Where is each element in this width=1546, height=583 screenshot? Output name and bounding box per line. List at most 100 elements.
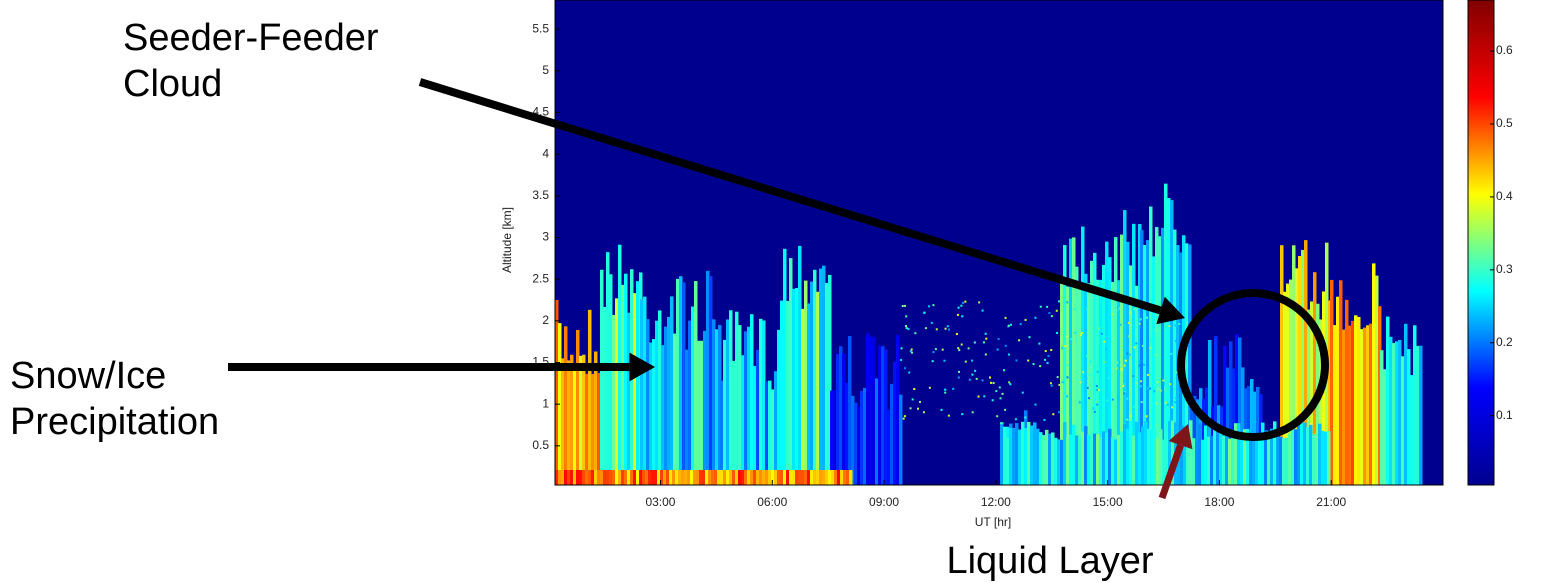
raster-cell bbox=[846, 470, 850, 485]
raster-cell bbox=[702, 470, 706, 485]
raster-cell bbox=[1152, 256, 1156, 485]
raster-cell bbox=[919, 400, 922, 403]
raster-cell bbox=[1351, 320, 1355, 485]
raster-cell bbox=[1063, 245, 1067, 485]
raster-cell bbox=[712, 319, 716, 485]
raster-cell bbox=[902, 417, 905, 420]
raster-cell bbox=[1132, 223, 1136, 485]
raster-cell bbox=[1164, 388, 1167, 391]
y-tick-label: 5.5 bbox=[532, 21, 549, 35]
raster-cell bbox=[1413, 325, 1417, 485]
raster-cell bbox=[1004, 316, 1007, 319]
raster-cell bbox=[1223, 345, 1227, 485]
raster-cell bbox=[1001, 392, 1004, 395]
raster-cell bbox=[600, 269, 604, 485]
raster-cell bbox=[1135, 342, 1138, 345]
raster-cell bbox=[1407, 349, 1411, 485]
raster-cell bbox=[1078, 401, 1081, 404]
raster-cell bbox=[1149, 338, 1152, 341]
y-tick-label: 5 bbox=[542, 63, 549, 77]
raster-cell bbox=[1081, 226, 1085, 485]
raster-cell bbox=[1342, 329, 1346, 485]
raster-cell bbox=[983, 395, 986, 398]
raster-cell bbox=[1111, 437, 1115, 485]
raster-cell bbox=[1123, 210, 1127, 485]
raster-cell bbox=[1158, 236, 1162, 485]
raster-cell bbox=[928, 386, 931, 389]
raster-cell bbox=[1166, 403, 1169, 406]
raster-cell bbox=[903, 415, 906, 418]
raster-cell bbox=[909, 350, 912, 353]
raster-cell bbox=[1173, 229, 1177, 485]
raster-cell bbox=[1095, 400, 1098, 403]
raster-cell bbox=[570, 354, 574, 485]
raster-cell bbox=[1165, 428, 1169, 485]
raster-cell bbox=[576, 470, 580, 485]
raster-cell bbox=[759, 318, 763, 485]
raster-cell bbox=[1105, 432, 1109, 485]
raster-cell bbox=[1018, 339, 1021, 342]
raster-cell bbox=[1222, 435, 1226, 485]
raster-cell bbox=[1120, 431, 1124, 485]
raster-cell bbox=[579, 470, 583, 485]
raster-cell bbox=[1057, 411, 1060, 414]
x-tick-label: 03:00 bbox=[645, 495, 675, 509]
raster-cell bbox=[1103, 340, 1106, 343]
raster-cell bbox=[561, 470, 565, 485]
raster-cell bbox=[603, 470, 607, 485]
raster-cell bbox=[947, 414, 950, 417]
raster-cell bbox=[1015, 423, 1019, 485]
raster-cell bbox=[916, 407, 919, 410]
raster-cell bbox=[729, 470, 733, 485]
raster-cell bbox=[726, 470, 730, 485]
raster-cell bbox=[1014, 418, 1017, 421]
raster-cell bbox=[1150, 430, 1154, 485]
raster-cell bbox=[934, 348, 937, 351]
raster-cell bbox=[1267, 430, 1271, 485]
raster-cell bbox=[1063, 422, 1067, 485]
raster-cell bbox=[1213, 422, 1217, 485]
raster-cell bbox=[1360, 329, 1364, 485]
raster-cell bbox=[1052, 413, 1055, 416]
raster-cell bbox=[833, 390, 837, 485]
raster-cell bbox=[567, 360, 571, 485]
raster-cell bbox=[840, 470, 844, 485]
raster-cell bbox=[678, 470, 682, 485]
raster-cell bbox=[1375, 275, 1379, 485]
raster-cell bbox=[828, 274, 832, 485]
raster-cell bbox=[603, 306, 607, 485]
raster-cell bbox=[615, 298, 619, 485]
raster-cell bbox=[1066, 364, 1069, 367]
raster-cell bbox=[1156, 380, 1159, 383]
raster-cell bbox=[956, 313, 959, 316]
raster-cell bbox=[732, 360, 736, 485]
raster-cell bbox=[1073, 308, 1076, 311]
raster-cell bbox=[1072, 424, 1076, 485]
raster-cell bbox=[1050, 349, 1053, 352]
raster-cell bbox=[690, 470, 694, 485]
raster-cell bbox=[612, 314, 616, 485]
raster-cell bbox=[1147, 428, 1151, 485]
raster-cell bbox=[1295, 268, 1299, 485]
raster-cell bbox=[747, 470, 751, 485]
raster-cell bbox=[1129, 414, 1132, 417]
annotation-arrow bbox=[1158, 443, 1184, 500]
raster-cell bbox=[884, 349, 888, 485]
raster-cell bbox=[910, 348, 913, 351]
raster-cell bbox=[999, 397, 1002, 400]
raster-cell bbox=[1401, 356, 1405, 485]
colorbar-tick-label: 0.3 bbox=[1496, 262, 1513, 276]
raster-cell bbox=[1235, 334, 1239, 485]
raster-cell bbox=[1066, 301, 1069, 304]
raster-cell bbox=[816, 291, 820, 485]
raster-cell bbox=[792, 288, 796, 485]
raster-cell bbox=[1098, 380, 1101, 383]
raster-cell bbox=[989, 376, 992, 379]
raster-cell bbox=[1324, 431, 1328, 485]
raster-cell bbox=[643, 296, 647, 485]
raster-cell bbox=[1057, 439, 1061, 485]
raster-cell bbox=[985, 337, 988, 340]
raster-cell bbox=[1066, 321, 1069, 324]
raster-cell bbox=[1102, 264, 1106, 485]
raster-cell bbox=[1189, 420, 1193, 485]
